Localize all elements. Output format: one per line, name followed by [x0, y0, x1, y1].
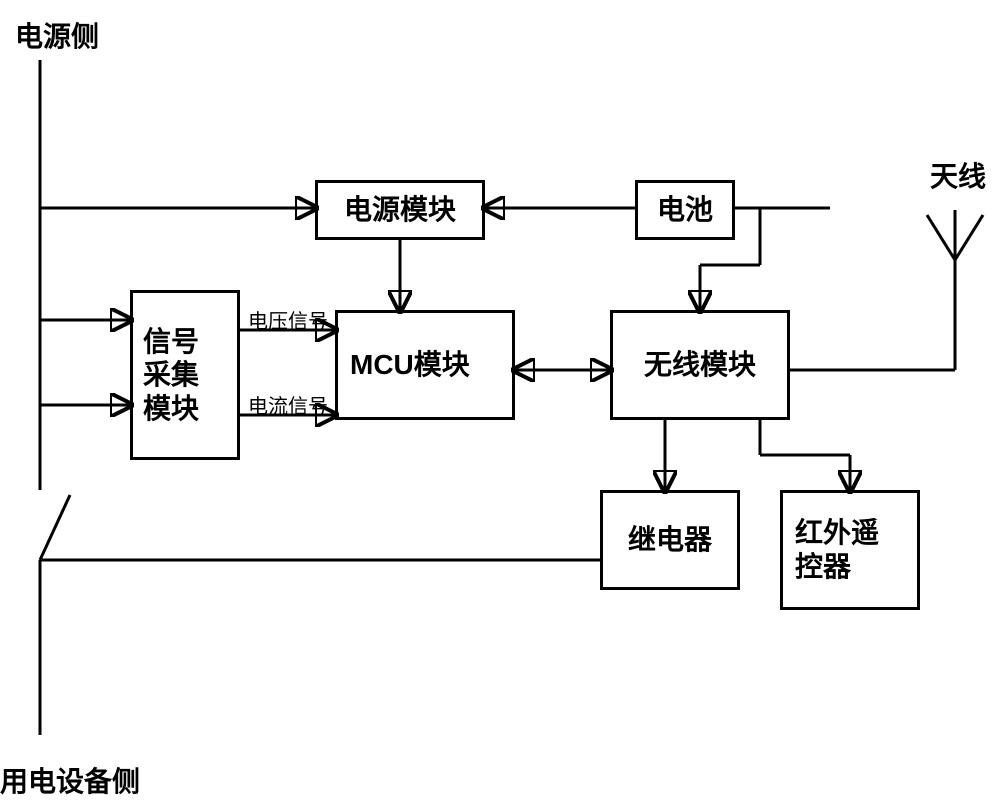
- ir-remote-text: 红外遥 控器: [795, 516, 879, 583]
- signal-module-text: 信号 采集 模块: [143, 325, 199, 426]
- relay-text: 继电器: [628, 523, 712, 557]
- antenna-label: 天线: [930, 155, 986, 195]
- relay-box: 继电器: [600, 490, 740, 590]
- wireless-module-text: 无线模块: [644, 348, 756, 382]
- wireless-module-box: 无线模块: [610, 310, 790, 420]
- mcu-module-box: MCU模块: [335, 310, 515, 420]
- power-module-text: 电源模块: [344, 193, 456, 227]
- power-side-label: 电源侧: [15, 15, 99, 55]
- mcu-module-text: MCU模块: [350, 348, 470, 382]
- diagram-canvas: 电源侧 用电设备侧 天线 电源模块 电池 信号 采集 模块 MCU模块 无线模块…: [0, 0, 1000, 802]
- power-module-box: 电源模块: [315, 180, 485, 240]
- battery-box: 电池: [635, 180, 735, 240]
- battery-text: 电池: [657, 193, 713, 227]
- current-signal-label: 电流信号: [248, 390, 328, 419]
- antenna-left-arm: [927, 215, 955, 260]
- switch-blade: [40, 495, 70, 560]
- antenna-right-arm: [955, 215, 983, 260]
- voltage-signal-label: 电压信号: [248, 305, 328, 334]
- ir-remote-box: 红外遥 控器: [780, 490, 920, 610]
- signal-module-box: 信号 采集 模块: [130, 290, 240, 460]
- device-side-label: 用电设备侧: [0, 760, 140, 800]
